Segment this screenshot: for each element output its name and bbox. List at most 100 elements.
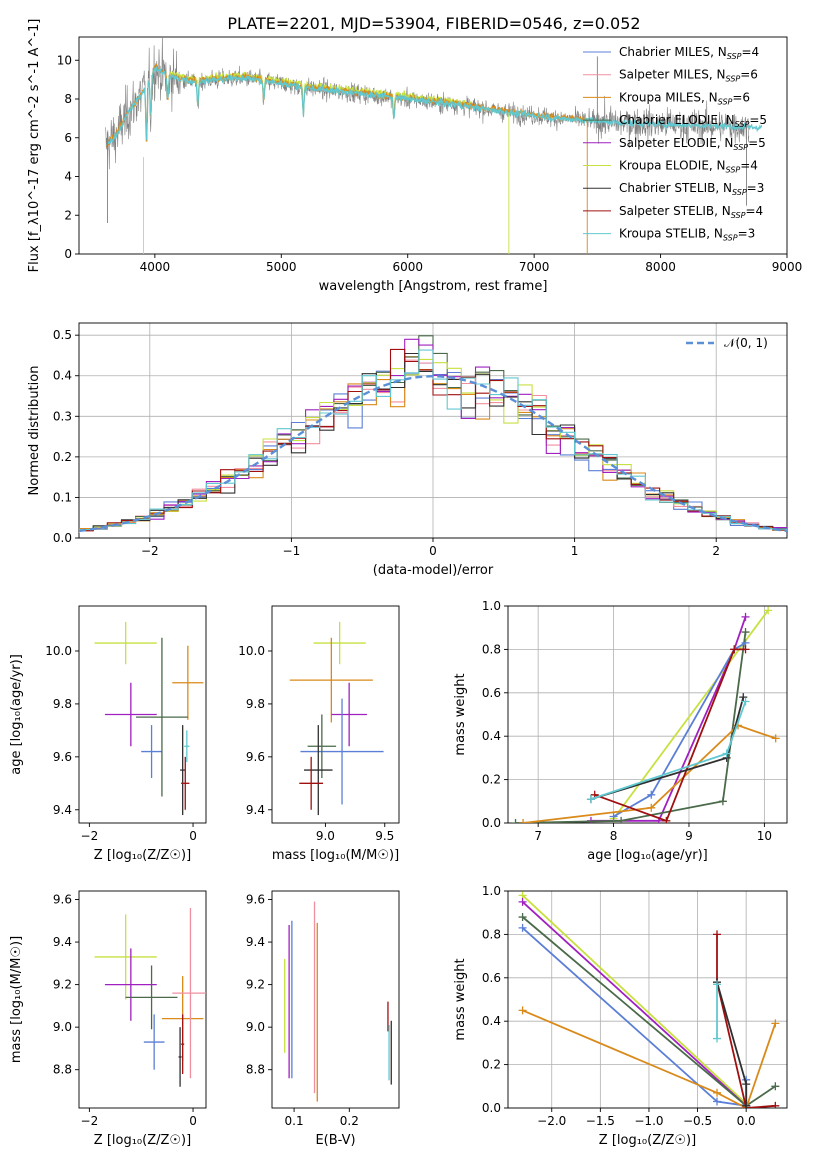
weight-marker [722,749,731,758]
legend-label: Chabrier STELIB, NSSP=3 [619,181,764,197]
y-tick-label: 4 [64,170,72,184]
weight-marker [713,1088,722,1097]
weight-line [522,724,776,823]
age-vs-mass-panel: 9.0 9.5 9.4 9.6 9.8 10.0 mass [log₁₀(M/M☉)] [238,605,400,863]
x-axis-label: wavelength [Angstrom, rest frame] [319,279,548,294]
plot-area [284,901,392,1102]
x-tick-label: 6000 [392,260,423,274]
axes-frame [507,890,788,1109]
legend-label: Chabrier MILES, NSSP=4 [619,45,759,61]
y-axis-label: Flux [f_λ10^-17 erg cm^-2 s^-1 A^-1] [27,19,42,273]
y-tick-label: 9.6 [53,893,72,907]
y-tick-label: 0.2 [482,1058,501,1072]
y-tick-label: 0.0 [482,1101,501,1115]
x-tick-label: 8 [610,829,618,843]
x-axis-label: (data-model)/error [373,563,494,578]
y-tick-label: 6 [64,131,72,145]
weight-marker [518,923,527,932]
weight-line [522,1009,777,1108]
weight-marker [518,897,527,906]
y-tick-label: 0.4 [482,729,501,743]
weight-marker [518,1006,527,1015]
plot-area [518,891,780,1108]
legend-label: Kroupa MILES, NSSP=6 [619,90,750,106]
plot-area [94,908,206,1087]
y-tick-label: 0.8 [482,642,501,656]
weight-marker [586,795,595,804]
y-tick-label: 0.0 [482,816,501,830]
weight-line [594,648,746,822]
weight-marker [718,797,727,806]
x-tick-label: 9 [685,829,693,843]
y-tick-label: 0.4 [53,369,72,383]
y-tick-label: 9.4 [246,935,265,949]
x-axis-label: Z [log₁₀(Z/Z☉)] [599,1133,696,1148]
x-axis-label: age [log₁₀(age/yr)] [587,848,708,863]
weight-marker [771,1101,780,1108]
axes-frame [507,605,788,824]
mass-weight-vs-age-panel: 7 8 9 10 0.0 0.2 0.4 0.6 0.8 1.0 age [log₁₀(age/yr… [453,599,788,863]
weight-line [613,642,746,818]
weight-marker [741,628,750,637]
axes-frame [271,890,400,1109]
axes-frame [78,36,788,255]
x-tick-label: 10 [757,829,772,843]
y-tick-label: 9.8 [53,697,72,711]
y-axis-label: mass weight [453,673,468,755]
y-tick-label: 9.4 [53,803,72,817]
weight-marker [742,1080,751,1089]
x-tick-label: 9.5 [375,829,394,843]
weight-marker [771,734,780,743]
model-spectrum [106,63,588,148]
x-tick-label: −1.5 [586,1114,615,1128]
x-tick-label: 2 [712,544,720,558]
y-tick-label: 0.8 [482,927,501,941]
x-tick-label: 0.1 [285,1114,304,1128]
x-tick-label: 9.0 [316,829,335,843]
x-tick-label: 8000 [645,260,676,274]
y-tick-label: 8.8 [53,1063,72,1077]
y-tick-label: 9.6 [53,750,72,764]
y-tick-label: 0.1 [53,490,72,504]
weight-marker [609,812,618,821]
weight-marker [518,913,527,922]
y-axis-label: Normed distribution [27,366,42,496]
y-tick-label: 10 [57,53,72,67]
legend-label: Salpeter STELIB, NSSP=4 [619,204,763,220]
x-tick-label: 4000 [140,260,171,274]
weight-marker [519,819,528,823]
weight-marker [771,1019,780,1028]
y-tick-label: 9.4 [246,803,265,817]
x-axis-label: Z [log₁₀(Z/Z☉)] [94,848,191,863]
x-tick-label: −2 [81,1114,99,1128]
x-tick-label: −1.0 [634,1114,663,1128]
y-tick-label: 0.4 [482,1014,501,1028]
weight-line [521,894,747,1105]
age-vs-metallicity-panel: −2 0 9.4 9.6 9.8 10.0 Z [log₁₀(Z/Z☉)] age [log₁… [9,605,207,863]
y-tick-label: 1.0 [482,884,501,898]
weight-marker [662,816,671,823]
legend-label: Kroupa STELIB, NSSP=3 [619,227,755,243]
y-axis-label: mass [log₁₀(M/M☉)] [9,936,24,1063]
x-axis-label: E(B-V) [315,1133,355,1148]
x-tick-label: −0.5 [683,1114,712,1128]
plot-area [94,621,204,816]
x-tick-label: −2.0 [537,1114,566,1128]
y-tick-label: 0.5 [53,328,72,342]
legend-label: Chabrier ELODIE, NSSP=5 [619,113,767,129]
x-tick-label: −1 [283,544,301,558]
weight-line [515,631,747,823]
weight-marker [511,819,520,823]
x-axis-label: Z [log₁₀(Z/Z☉)] [94,1133,191,1148]
x-tick-label: 1 [571,544,579,558]
weight-marker [617,816,626,823]
y-tick-label: 0.6 [482,971,501,985]
weight-line [716,934,776,1108]
y-tick-label: 9.6 [246,893,265,907]
spectrum-panel: 4000 5000 6000 7000 8000 9000 0 2 4 6 8 10 wavelengt… [27,19,802,294]
model-spectrum [106,65,763,146]
x-tick-label: 0 [429,544,437,558]
y-tick-label: 8.8 [246,1063,265,1077]
x-tick-label: 9000 [772,260,803,274]
